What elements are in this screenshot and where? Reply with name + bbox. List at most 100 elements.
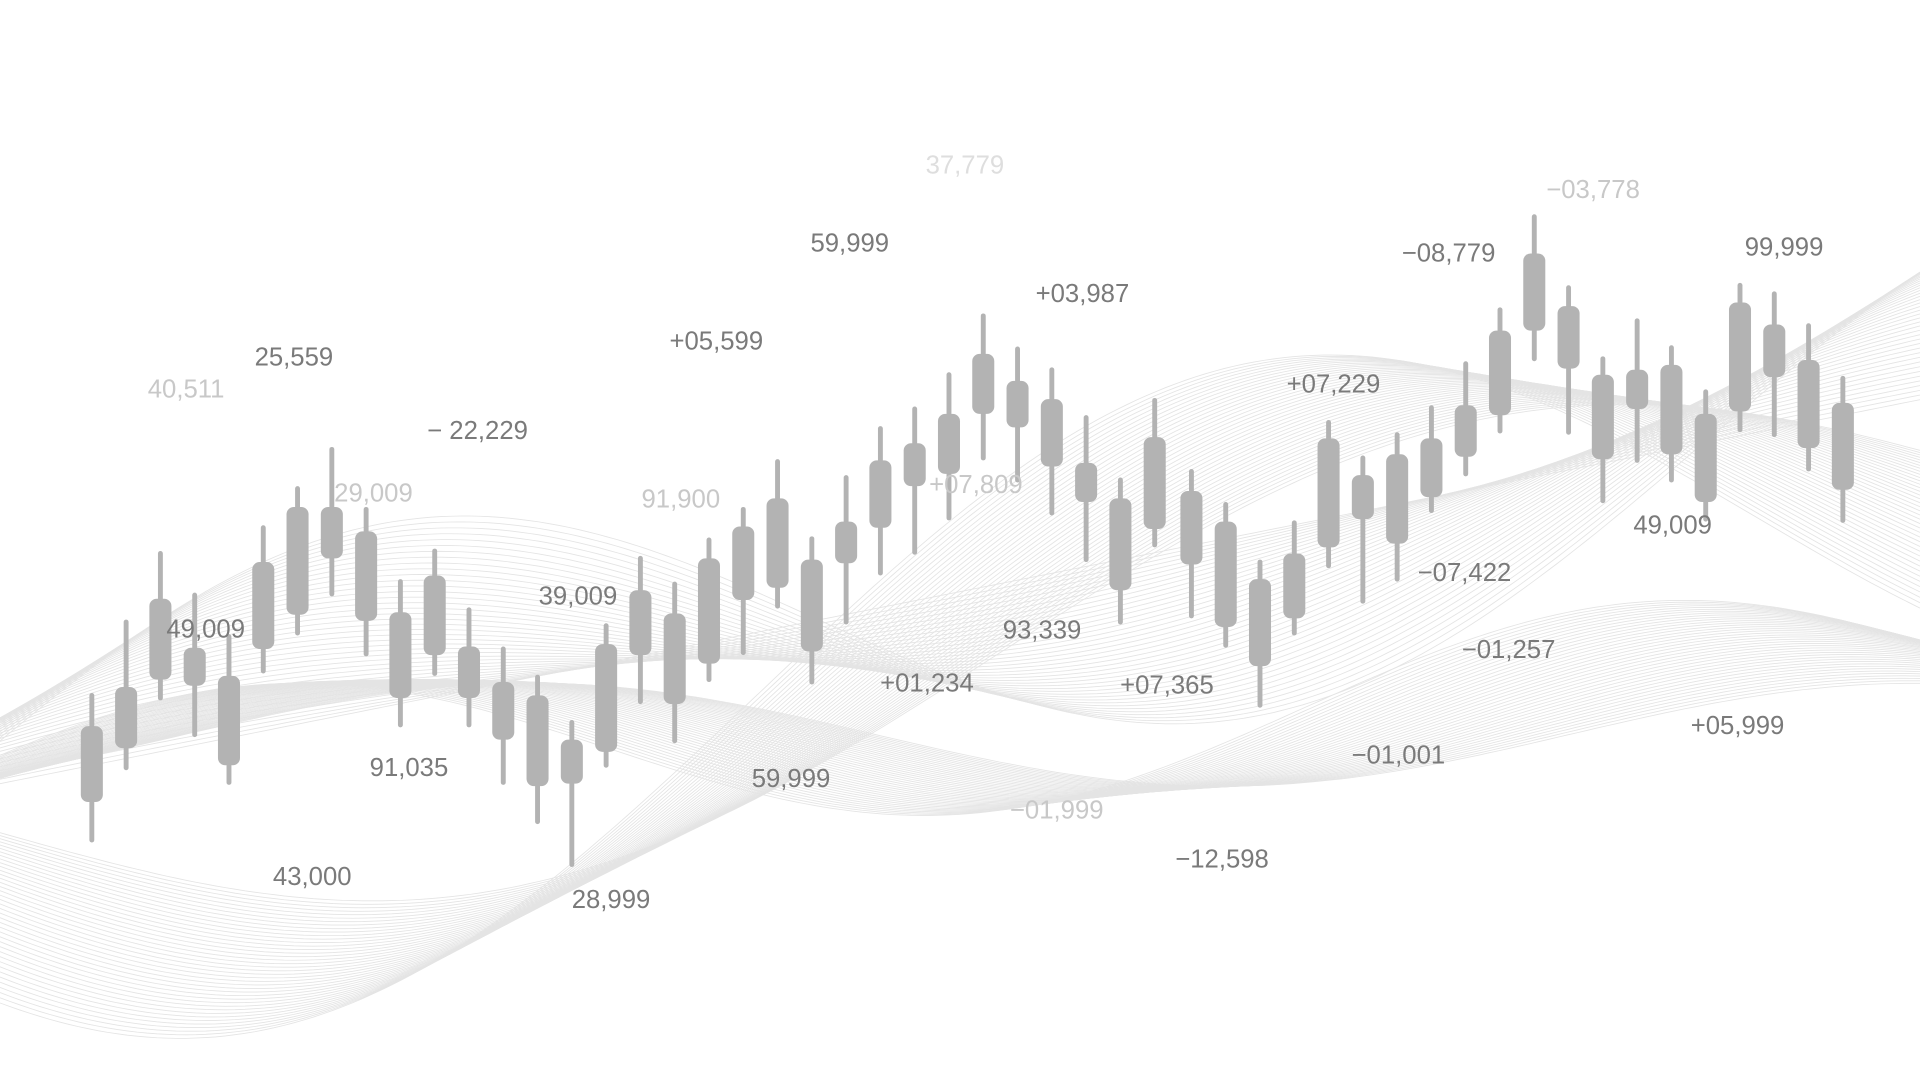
candle-body xyxy=(1040,399,1063,467)
candlestick xyxy=(1006,346,1029,483)
candle-body xyxy=(526,695,549,787)
candle-body xyxy=(1109,498,1132,591)
number-label: 37,779 xyxy=(926,151,1005,179)
wave-line xyxy=(0,665,1920,790)
candle-body xyxy=(1797,360,1820,449)
number-label: 39,009 xyxy=(539,582,618,610)
candle-body xyxy=(1626,369,1649,409)
wave-line xyxy=(0,632,1920,799)
wave-line xyxy=(0,661,1920,791)
candlestick xyxy=(149,551,172,701)
candle-body xyxy=(492,682,515,740)
candlestick xyxy=(1317,420,1340,569)
candlestick xyxy=(835,475,858,625)
wave-line xyxy=(0,272,1920,733)
candle-body xyxy=(457,646,480,698)
candle-body xyxy=(1214,521,1237,627)
candle-body xyxy=(355,531,378,621)
candlestick xyxy=(1660,345,1683,483)
candlestick xyxy=(183,592,206,738)
wave-line xyxy=(0,295,1920,719)
wave-line xyxy=(0,670,1920,789)
wave-line xyxy=(0,394,1920,780)
candlestick xyxy=(1763,291,1786,438)
wave-line xyxy=(0,643,1920,796)
wave-line xyxy=(0,622,1920,804)
wave-line xyxy=(0,601,1920,815)
candle-body xyxy=(560,739,583,784)
candlestick xyxy=(1626,318,1649,463)
number-label: +03,987 xyxy=(1036,280,1130,308)
candlestick xyxy=(1591,356,1614,504)
number-label: +07,809 xyxy=(929,471,1023,499)
candle-body xyxy=(1831,402,1854,490)
wave-line xyxy=(0,287,1920,719)
candlestick xyxy=(252,525,275,674)
wave-line xyxy=(0,290,1920,719)
wave-line xyxy=(0,271,1920,742)
candlestick xyxy=(595,623,618,768)
number-label: −03,778 xyxy=(1546,176,1640,204)
candlestick xyxy=(1214,502,1237,648)
number-label: 43,000 xyxy=(273,863,352,891)
candlestick xyxy=(869,426,892,576)
candlestick xyxy=(1248,559,1272,708)
candlestick xyxy=(115,619,138,771)
candlestick xyxy=(1420,405,1443,514)
candlestick xyxy=(457,607,480,728)
candlestick xyxy=(423,548,446,676)
candlestick-group xyxy=(80,214,1854,867)
candlestick xyxy=(1557,285,1580,435)
candle-body xyxy=(697,558,720,664)
candle-body xyxy=(1248,579,1272,667)
number-label: −01,001 xyxy=(1352,742,1446,770)
candlestick xyxy=(1454,361,1477,477)
candle-body xyxy=(183,647,206,686)
candlestick xyxy=(1351,455,1374,604)
wave-line xyxy=(0,603,1920,814)
candlestick xyxy=(1143,397,1166,548)
candlestick xyxy=(903,406,926,555)
floating-number-labels: 37,779 −03,778 59,999 −08,779 99,999 +03… xyxy=(148,151,1824,914)
number-label: −01,999 xyxy=(1010,797,1104,825)
candlestick xyxy=(1728,282,1752,433)
candlestick xyxy=(1283,520,1306,636)
candle-body xyxy=(1075,462,1098,503)
wave-line xyxy=(0,658,1920,791)
candle-body xyxy=(1317,438,1340,548)
candlestick xyxy=(492,646,515,785)
candlestick xyxy=(1180,468,1203,619)
number-label: +05,999 xyxy=(1691,712,1785,740)
wave-line xyxy=(0,292,1920,719)
wave-line xyxy=(0,599,1920,816)
number-label: −01,257 xyxy=(1462,636,1556,664)
candle-body xyxy=(1660,364,1683,455)
candlestick xyxy=(937,372,960,521)
wave-line xyxy=(0,677,1920,788)
candlestick xyxy=(1386,432,1409,582)
candle-body xyxy=(800,559,823,652)
candle-body xyxy=(663,613,686,705)
candle-body xyxy=(1694,413,1717,503)
candle-body xyxy=(972,353,995,414)
candle-body xyxy=(1351,475,1374,520)
candle-body xyxy=(1180,491,1203,565)
wave-line xyxy=(0,271,1920,739)
candlestick xyxy=(1488,307,1512,434)
candle-body xyxy=(1763,324,1786,378)
number-label: +05,599 xyxy=(670,328,764,356)
candle-body xyxy=(1591,374,1614,460)
candlestick xyxy=(80,693,103,843)
candle-body xyxy=(595,644,618,752)
candle-body xyxy=(149,598,172,680)
candle-body xyxy=(937,413,960,474)
candlestick xyxy=(663,581,686,744)
wave-line xyxy=(0,668,1920,789)
number-label: 29,009 xyxy=(334,479,413,507)
number-label: 49,009 xyxy=(166,615,245,643)
wave-line xyxy=(0,663,1920,790)
candle-body xyxy=(1006,380,1029,428)
candlestick xyxy=(355,506,378,657)
candlestick xyxy=(800,536,823,685)
number-label: 99,999 xyxy=(1745,233,1824,261)
